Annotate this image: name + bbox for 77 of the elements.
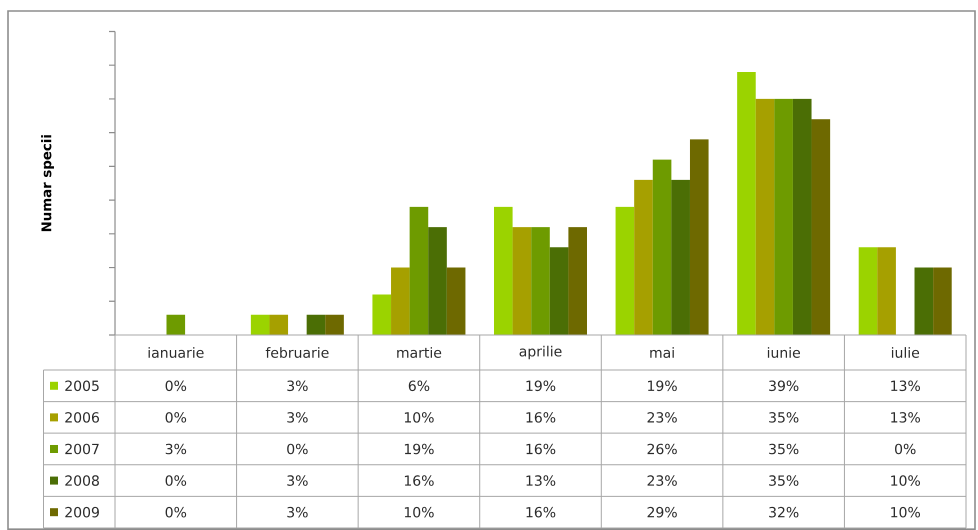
data-label: 16% bbox=[526, 506, 556, 518]
data-label: 0% bbox=[895, 444, 916, 454]
data-label: 0% bbox=[166, 412, 186, 423]
bar bbox=[446, 268, 466, 335]
x-tick-label: aprilie bbox=[520, 346, 562, 360]
bar bbox=[410, 206, 428, 335]
x-tick-label: martie bbox=[397, 347, 442, 358]
legend-label: 2009 bbox=[65, 506, 99, 518]
data-label: 0% bbox=[166, 380, 186, 392]
data-label: 10% bbox=[404, 506, 434, 518]
bar bbox=[858, 247, 878, 335]
legend-label: 2005 bbox=[65, 380, 99, 392]
data-label: 0% bbox=[166, 475, 186, 486]
bar bbox=[512, 227, 532, 335]
data-label: 13% bbox=[891, 380, 920, 392]
bar bbox=[671, 180, 690, 335]
x-tick-label: iunie bbox=[768, 347, 800, 358]
bar bbox=[494, 206, 513, 335]
bar bbox=[531, 227, 550, 335]
bar bbox=[166, 314, 186, 335]
data-label: 29% bbox=[648, 506, 677, 518]
x-tick-label: iulie bbox=[892, 347, 920, 358]
bar bbox=[616, 206, 634, 335]
data-label: 3% bbox=[287, 412, 308, 423]
bar bbox=[877, 247, 896, 335]
bar bbox=[792, 98, 812, 335]
x-tick-label: februarie bbox=[266, 347, 329, 358]
data-label: 0% bbox=[166, 506, 186, 518]
data-label: 39% bbox=[769, 380, 798, 392]
data-label: 16% bbox=[526, 412, 556, 423]
data-label: 19% bbox=[648, 380, 677, 392]
data-label: 35% bbox=[769, 444, 798, 454]
y-axis-title: Numar specii bbox=[41, 135, 54, 232]
bar bbox=[325, 314, 344, 335]
bar bbox=[690, 139, 709, 335]
data-label: 16% bbox=[404, 475, 434, 486]
data-label: 23% bbox=[648, 412, 677, 423]
data-label: 13% bbox=[891, 412, 920, 423]
legend-label: 2007 bbox=[65, 444, 99, 454]
x-tick-label: mai bbox=[650, 347, 674, 358]
data-label: 23% bbox=[648, 475, 677, 486]
bar bbox=[568, 227, 587, 335]
bar bbox=[550, 247, 568, 335]
data-label: 10% bbox=[404, 412, 434, 423]
bar bbox=[914, 268, 934, 335]
bar bbox=[933, 268, 952, 335]
bar bbox=[269, 314, 288, 335]
data-label: 35% bbox=[769, 475, 798, 486]
bar bbox=[737, 72, 756, 335]
data-label: 10% bbox=[891, 475, 920, 486]
data-label: 6% bbox=[408, 380, 430, 392]
data-label: 19% bbox=[526, 380, 556, 392]
data-label: 26% bbox=[648, 444, 677, 454]
bar bbox=[812, 119, 830, 335]
bar bbox=[756, 98, 774, 335]
bar bbox=[428, 227, 447, 335]
bar bbox=[391, 268, 410, 335]
bar bbox=[306, 314, 326, 335]
bar bbox=[774, 98, 793, 335]
legend-label: 2008 bbox=[65, 475, 99, 486]
data-label: 3% bbox=[166, 444, 186, 454]
data-label: 16% bbox=[526, 444, 556, 454]
x-tick-label: ianuarie bbox=[148, 347, 204, 358]
legend-label: 2006 bbox=[65, 412, 99, 423]
bar bbox=[634, 180, 653, 335]
data-label: 35% bbox=[769, 412, 798, 423]
data-label: 19% bbox=[404, 444, 434, 454]
data-label: 32% bbox=[769, 506, 798, 518]
bar bbox=[372, 294, 392, 335]
data-label: 0% bbox=[287, 444, 308, 454]
bar bbox=[652, 160, 672, 335]
data-label: 3% bbox=[287, 380, 308, 392]
data-label: 3% bbox=[287, 475, 308, 486]
bar bbox=[250, 314, 270, 335]
data-label: 3% bbox=[287, 506, 308, 518]
data-label: 13% bbox=[526, 475, 556, 486]
data-label: 10% bbox=[891, 506, 920, 518]
